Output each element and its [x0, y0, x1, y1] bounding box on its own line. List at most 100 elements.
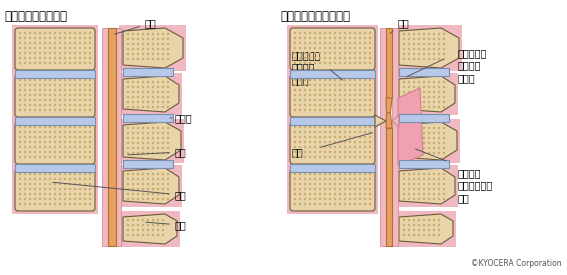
Circle shape: [428, 183, 430, 185]
Circle shape: [364, 79, 366, 81]
Circle shape: [162, 183, 164, 185]
Circle shape: [132, 53, 134, 55]
Polygon shape: [123, 28, 183, 68]
Circle shape: [84, 173, 86, 175]
Circle shape: [152, 127, 154, 129]
Circle shape: [349, 126, 351, 128]
Circle shape: [339, 109, 341, 111]
Circle shape: [359, 84, 361, 86]
Circle shape: [423, 43, 425, 45]
Circle shape: [354, 141, 356, 143]
Circle shape: [299, 109, 301, 111]
Circle shape: [162, 152, 164, 154]
Circle shape: [438, 48, 440, 50]
Circle shape: [418, 101, 420, 103]
Circle shape: [349, 62, 351, 64]
Bar: [123, 114, 173, 122]
Circle shape: [329, 156, 331, 158]
Circle shape: [329, 178, 331, 180]
Circle shape: [152, 53, 154, 55]
Circle shape: [49, 99, 51, 101]
Circle shape: [29, 84, 31, 86]
Circle shape: [39, 42, 41, 44]
Circle shape: [299, 52, 301, 54]
Bar: [116, 28, 121, 246]
Circle shape: [157, 137, 159, 139]
Circle shape: [44, 203, 46, 205]
Circle shape: [423, 142, 425, 144]
Circle shape: [147, 132, 149, 134]
Circle shape: [137, 58, 139, 60]
Circle shape: [59, 79, 61, 81]
Circle shape: [44, 94, 46, 96]
Circle shape: [132, 152, 134, 154]
Circle shape: [44, 79, 46, 81]
Circle shape: [69, 136, 71, 138]
Circle shape: [403, 38, 405, 40]
Circle shape: [79, 62, 81, 64]
Circle shape: [19, 42, 21, 44]
Circle shape: [364, 94, 366, 96]
Circle shape: [24, 151, 26, 153]
Circle shape: [438, 229, 440, 231]
Circle shape: [294, 57, 296, 59]
Circle shape: [423, 127, 425, 129]
Circle shape: [294, 183, 296, 185]
Circle shape: [359, 79, 361, 81]
Circle shape: [142, 101, 144, 103]
Circle shape: [349, 52, 351, 54]
Circle shape: [74, 57, 76, 59]
Circle shape: [147, 91, 149, 93]
Circle shape: [132, 142, 134, 144]
Circle shape: [334, 173, 336, 175]
Circle shape: [319, 89, 321, 91]
Circle shape: [438, 81, 440, 83]
Circle shape: [127, 127, 129, 129]
Circle shape: [304, 62, 306, 64]
Circle shape: [44, 141, 46, 143]
Circle shape: [34, 109, 36, 111]
Circle shape: [132, 234, 134, 236]
Circle shape: [354, 193, 356, 195]
Circle shape: [24, 126, 26, 128]
Circle shape: [147, 43, 149, 45]
Circle shape: [137, 48, 139, 50]
Circle shape: [314, 126, 316, 128]
Circle shape: [19, 178, 21, 180]
Circle shape: [84, 84, 86, 86]
Circle shape: [304, 141, 306, 143]
Circle shape: [354, 47, 356, 49]
Circle shape: [359, 203, 361, 205]
Circle shape: [89, 198, 91, 200]
Circle shape: [309, 151, 311, 153]
Circle shape: [339, 126, 341, 128]
Circle shape: [309, 141, 311, 143]
Circle shape: [79, 84, 81, 86]
Text: 脊髄: 脊髄: [115, 18, 156, 34]
Circle shape: [49, 37, 51, 39]
Circle shape: [29, 188, 31, 190]
Circle shape: [167, 106, 169, 108]
Circle shape: [157, 48, 159, 50]
Circle shape: [433, 193, 435, 195]
Circle shape: [24, 193, 26, 195]
Circle shape: [147, 224, 149, 226]
Circle shape: [309, 99, 311, 101]
Circle shape: [127, 224, 129, 226]
Circle shape: [137, 86, 139, 88]
Circle shape: [314, 37, 316, 39]
Circle shape: [147, 219, 149, 221]
Circle shape: [364, 188, 366, 190]
Circle shape: [369, 183, 371, 185]
Circle shape: [334, 146, 336, 148]
Circle shape: [423, 152, 425, 154]
Circle shape: [69, 141, 71, 143]
Circle shape: [69, 79, 71, 81]
Circle shape: [162, 224, 164, 226]
Circle shape: [39, 188, 41, 190]
Circle shape: [132, 188, 134, 190]
Circle shape: [339, 198, 341, 200]
Circle shape: [418, 132, 420, 134]
Circle shape: [443, 127, 445, 129]
Circle shape: [418, 173, 420, 175]
